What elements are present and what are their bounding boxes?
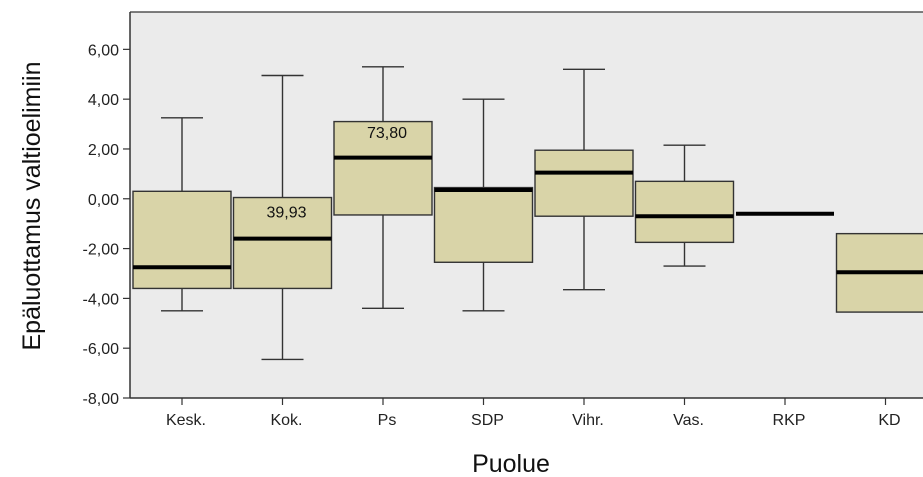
x-tick-label: Kok. [270, 412, 302, 429]
x-tick-label: Ps [378, 412, 397, 429]
y-tick-label: -6,00 [83, 341, 120, 358]
y-ticks: -8,00 -6,00 -4,00 -2,00 0,00 2,00 4,00 6,00 [83, 42, 130, 408]
outlier-label: 73,80 [367, 125, 407, 142]
y-tick-label: -4,00 [83, 291, 120, 308]
box-vas [634, 144, 735, 267]
box-body [132, 190, 232, 290]
x-ticks: Kesk. Kok. Ps SDP Vihr. Vas. RKP KD [166, 398, 901, 429]
box-vihr [534, 68, 634, 291]
y-axis-title: Epäluottamus valtioelimiin [18, 61, 46, 350]
box-body [232, 196, 333, 290]
y-tick-label: -8,00 [83, 391, 120, 408]
x-tick-label: Vas. [673, 412, 704, 429]
x-tick-label: Vihr. [572, 412, 604, 429]
box-kd [835, 232, 923, 313]
box-ps [333, 66, 433, 310]
box-body [433, 186, 534, 263]
annotations: 39,93 73,80 [266, 125, 407, 222]
box-kok [232, 74, 333, 361]
box-body [333, 120, 433, 216]
y-tick-label: 4,00 [88, 92, 119, 109]
boxes-layer [132, 66, 923, 361]
y-tick-label: 2,00 [88, 142, 119, 159]
box-body [634, 180, 735, 244]
y-tick-label: 6,00 [88, 42, 119, 59]
y-tick-label: -2,00 [83, 242, 120, 259]
x-tick-label: RKP [773, 412, 806, 429]
box-body [534, 149, 634, 217]
x-axis-title: Puolue [472, 450, 550, 477]
x-tick-label: KD [878, 412, 900, 429]
x-tick-label: SDP [471, 412, 504, 429]
x-tick-label: Kesk. [166, 412, 206, 429]
box-sdp [433, 98, 534, 312]
box-kesk [132, 117, 232, 312]
y-tick-label: 0,00 [88, 192, 119, 209]
outlier-label: 39,93 [266, 204, 306, 221]
